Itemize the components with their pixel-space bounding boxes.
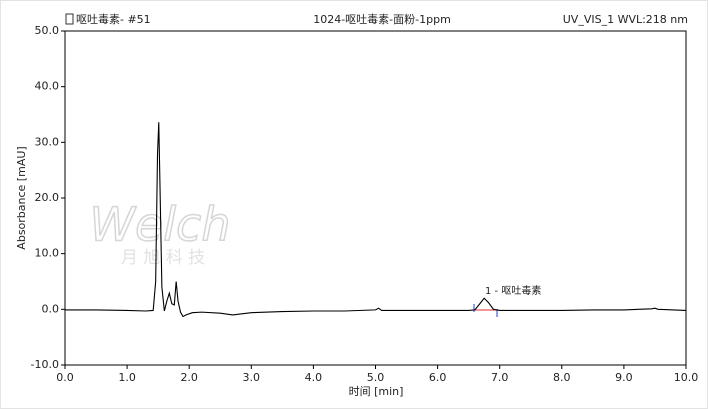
chart-title: 1024-呕吐毒素-面粉-1ppm: [313, 13, 451, 26]
y-tick-label: 30.0: [35, 135, 60, 148]
chromatogram-trace: [65, 122, 687, 318]
x-tick-label: 9.0: [615, 371, 633, 384]
header-icon: [65, 13, 74, 25]
x-tick-label: 8.0: [553, 371, 571, 384]
y-tick-label: 20.0: [35, 191, 60, 204]
watermark-text: 月 旭 科 技: [121, 248, 205, 268]
x-tick-label: 7.0: [491, 371, 509, 384]
y-axis-label: Absorbance [mAU]: [15, 146, 28, 249]
x-tick-label: 1.0: [118, 371, 136, 384]
y-tick-label: 0.0: [42, 302, 60, 315]
x-tick-label: 2.0: [180, 371, 198, 384]
x-axis-label: 时间 [min]: [349, 385, 404, 398]
x-tick-label: 0.0: [56, 371, 74, 384]
x-tick-label: 4.0: [305, 371, 323, 384]
y-tick-label: 10.0: [35, 247, 60, 260]
header-left: 呕吐毒素- #51: [76, 13, 151, 26]
x-tick-label: 6.0: [429, 371, 447, 384]
header-right: UV_VIS_1 WVL:218 nm: [563, 13, 688, 26]
x-tick-label: 10.0: [674, 371, 699, 384]
x-tick-label: 5.0: [367, 371, 385, 384]
y-tick-label: 50.0: [35, 24, 60, 37]
peak-label: 1 - 呕吐毒素: [485, 284, 541, 297]
y-tick-label: -10.0: [31, 358, 59, 371]
y-tick-label: 40.0: [35, 80, 60, 93]
x-tick-label: 3.0: [243, 371, 261, 384]
